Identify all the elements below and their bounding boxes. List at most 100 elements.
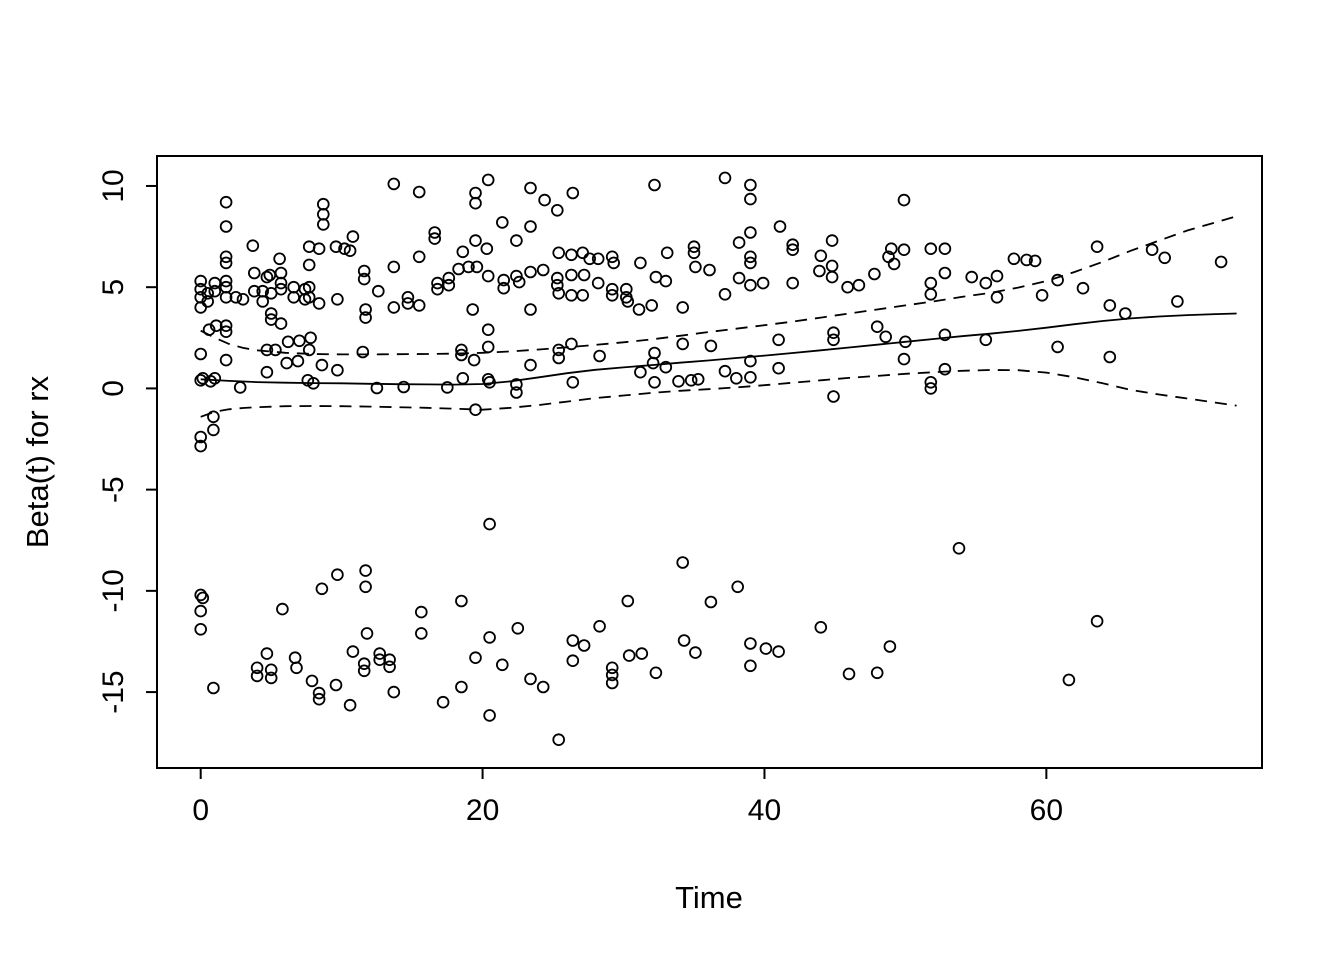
data-point <box>841 280 854 294</box>
data-point <box>219 256 233 270</box>
data-point <box>883 640 897 653</box>
data-point <box>952 541 966 555</box>
data-point <box>467 353 481 367</box>
data-point <box>593 619 606 633</box>
data-point <box>704 339 718 353</box>
data-point <box>552 733 565 746</box>
data-point <box>772 361 785 375</box>
y-axis-title: Beta(t) for rx <box>20 375 55 548</box>
data-point <box>495 216 509 229</box>
data-point <box>1028 254 1042 268</box>
data-point <box>552 246 565 260</box>
data-point <box>273 252 286 266</box>
data-point <box>538 193 551 207</box>
data-point <box>591 252 605 266</box>
data-point <box>412 185 426 199</box>
data-point <box>744 226 757 239</box>
confidence-band-upper-line <box>200 215 1237 356</box>
data-point <box>703 263 716 277</box>
data-point <box>194 622 208 636</box>
data-point <box>1214 255 1228 269</box>
data-point <box>677 634 691 647</box>
data-point <box>552 343 565 357</box>
x-tick-label: 20 <box>466 794 499 827</box>
data-point <box>248 284 261 298</box>
confidence-band-lower-line <box>200 369 1237 418</box>
data-point <box>744 370 757 384</box>
data-point <box>704 595 718 609</box>
data-point <box>274 266 288 280</box>
data-point <box>304 331 317 345</box>
data-point <box>646 356 660 370</box>
data-point <box>281 335 295 349</box>
data-point <box>236 292 250 306</box>
data-point <box>732 236 746 249</box>
data-point <box>207 681 220 695</box>
data-point <box>676 337 689 351</box>
data-point <box>659 274 673 288</box>
data-point <box>312 692 326 706</box>
plot-generated-layer: 0 20 40 60 -15 -10 -5 0 5 10 <box>97 155 1263 827</box>
data-point <box>659 360 673 374</box>
data-point <box>672 374 685 388</box>
data-point <box>264 307 278 320</box>
data-point <box>208 371 222 385</box>
data-point <box>1171 295 1184 308</box>
data-point <box>316 197 330 211</box>
data-point <box>744 278 757 292</box>
data-point <box>607 256 620 270</box>
data-point <box>219 274 233 288</box>
data-point <box>879 330 892 344</box>
data-point <box>825 259 839 273</box>
data-point <box>233 381 247 394</box>
data-point <box>456 371 470 385</box>
data-point <box>566 654 580 667</box>
data-point <box>510 269 523 283</box>
data-point <box>412 299 426 312</box>
data-point <box>452 262 465 276</box>
data-point <box>852 278 866 292</box>
data-point <box>536 680 550 694</box>
data-point <box>676 556 689 569</box>
data-point <box>622 649 636 662</box>
data-point <box>481 340 495 354</box>
data-point <box>302 290 316 304</box>
data-point <box>868 267 881 281</box>
data-point <box>744 178 757 192</box>
data-point <box>387 685 401 699</box>
data-point <box>689 260 702 274</box>
data-point <box>331 363 344 377</box>
data-point <box>207 423 220 437</box>
data-point <box>357 657 371 670</box>
data-point <box>455 594 468 608</box>
data-point <box>219 319 233 333</box>
data-point <box>469 186 482 200</box>
data-point <box>512 275 526 289</box>
x-axis-title: Time <box>675 880 743 915</box>
data-point <box>1103 350 1117 364</box>
data-point <box>359 311 372 324</box>
data-point <box>219 353 233 367</box>
data-point <box>387 177 401 191</box>
data-point <box>287 290 301 304</box>
data-point <box>648 346 661 360</box>
data-point <box>194 430 208 444</box>
data-point <box>288 651 302 664</box>
data-point <box>436 695 450 709</box>
data-point <box>773 220 787 233</box>
data-point <box>250 661 264 675</box>
data-point <box>209 319 223 333</box>
data-point <box>338 242 351 256</box>
data-point <box>1158 251 1171 265</box>
data-point <box>990 269 1004 283</box>
data-point <box>965 270 978 284</box>
data-point <box>924 276 938 290</box>
data-point <box>1007 252 1021 266</box>
data-point <box>194 439 208 453</box>
data-point <box>744 637 757 650</box>
data-point <box>583 252 596 266</box>
data-point <box>870 320 884 334</box>
data-point <box>621 594 635 608</box>
data-point <box>897 193 911 207</box>
data-point <box>634 256 647 270</box>
